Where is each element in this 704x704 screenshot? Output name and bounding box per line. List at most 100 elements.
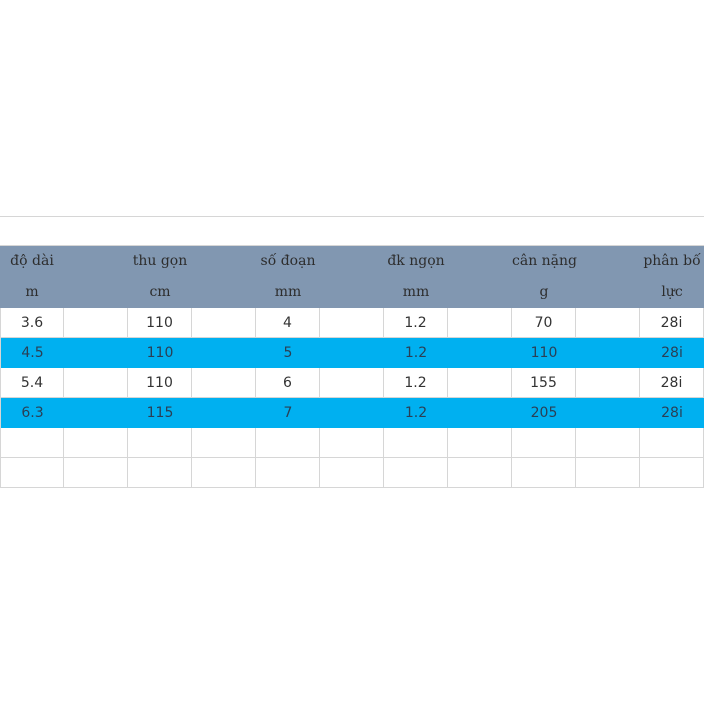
cell[interactable] xyxy=(192,277,256,308)
cell[interactable] xyxy=(576,368,640,398)
cell[interactable] xyxy=(448,368,512,398)
cell[interactable] xyxy=(192,308,256,338)
cell[interactable]: 155 xyxy=(512,368,576,398)
cell[interactable]: mm xyxy=(402,284,430,300)
cell[interactable] xyxy=(320,246,384,277)
cell[interactable]: đk ngọn xyxy=(387,253,445,269)
cell[interactable]: 4 xyxy=(256,308,320,338)
cell[interactable] xyxy=(640,428,704,458)
cell[interactable]: 70 xyxy=(512,308,576,338)
cell[interactable]: 115 xyxy=(146,405,174,421)
cell[interactable]: 4.5 xyxy=(0,338,64,368)
cell[interactable] xyxy=(192,458,256,488)
cell[interactable]: 5 xyxy=(283,345,293,361)
cell[interactable]: 28i xyxy=(640,308,704,338)
cell[interactable] xyxy=(640,216,704,246)
cell[interactable]: g xyxy=(539,284,549,300)
cell[interactable] xyxy=(320,368,384,398)
cell[interactable] xyxy=(576,398,640,428)
cell[interactable] xyxy=(448,216,512,246)
cell[interactable] xyxy=(320,277,384,308)
cell[interactable] xyxy=(0,458,64,488)
cell[interactable]: 1.2 xyxy=(384,308,448,338)
cell[interactable]: 1.2 xyxy=(404,405,428,421)
cell[interactable] xyxy=(384,458,448,488)
spreadsheet-table: độ dài thu gọn số đoạn đk ngọn cân nặng phân … xyxy=(0,216,704,488)
cell[interactable]: cân nặng xyxy=(512,253,577,269)
cell[interactable] xyxy=(320,216,384,246)
cell[interactable] xyxy=(192,428,256,458)
cell[interactable] xyxy=(448,338,512,368)
cell[interactable] xyxy=(384,428,448,458)
cell[interactable]: m xyxy=(25,284,39,300)
cell[interactable] xyxy=(320,338,384,368)
cell[interactable] xyxy=(192,398,256,428)
cell[interactable]: 6 xyxy=(256,368,320,398)
cell[interactable] xyxy=(64,216,128,246)
cell[interactable]: 7 xyxy=(283,405,293,421)
cell[interactable] xyxy=(192,368,256,398)
cell[interactable] xyxy=(576,458,640,488)
cell[interactable] xyxy=(320,308,384,338)
cell[interactable] xyxy=(64,398,128,428)
cell[interactable] xyxy=(256,428,320,458)
cell[interactable] xyxy=(576,216,640,246)
cell[interactable]: 1.2 xyxy=(384,368,448,398)
cell[interactable] xyxy=(128,216,192,246)
cell[interactable] xyxy=(448,308,512,338)
cell[interactable] xyxy=(64,246,128,277)
cell[interactable] xyxy=(448,398,512,428)
cell[interactable] xyxy=(64,308,128,338)
cell[interactable] xyxy=(576,246,640,277)
cell[interactable] xyxy=(128,458,192,488)
cell[interactable] xyxy=(256,216,320,246)
cell[interactable]: mm xyxy=(274,284,302,300)
cell[interactable] xyxy=(512,458,576,488)
cell[interactable]: cm xyxy=(149,284,171,300)
cell[interactable] xyxy=(576,338,640,368)
cell[interactable] xyxy=(320,428,384,458)
cell[interactable] xyxy=(512,216,576,246)
cell[interactable]: 110 xyxy=(128,308,192,338)
cell[interactable] xyxy=(192,216,256,246)
cell[interactable]: 28i xyxy=(640,368,704,398)
cell[interactable] xyxy=(576,308,640,338)
cell[interactable] xyxy=(64,338,128,368)
cell[interactable] xyxy=(448,246,512,277)
cell[interactable] xyxy=(448,428,512,458)
cell[interactable] xyxy=(256,458,320,488)
cell[interactable] xyxy=(0,428,64,458)
cell[interactable] xyxy=(448,458,512,488)
cell[interactable] xyxy=(448,277,512,308)
cell[interactable] xyxy=(128,428,192,458)
cell[interactable]: 110 xyxy=(146,345,174,361)
cell[interactable]: 28i xyxy=(661,345,683,361)
cell[interactable]: 110 xyxy=(530,345,558,361)
cell[interactable]: thu gọn xyxy=(132,253,188,269)
cell[interactable]: 1.2 xyxy=(404,345,428,361)
cell[interactable] xyxy=(64,428,128,458)
cell[interactable]: phân bố xyxy=(643,253,701,269)
cell[interactable] xyxy=(576,277,640,308)
cell[interactable] xyxy=(320,458,384,488)
cell[interactable] xyxy=(64,458,128,488)
cell[interactable] xyxy=(384,216,448,246)
cell[interactable]: 28i xyxy=(661,405,683,421)
cell[interactable] xyxy=(192,246,256,277)
cell[interactable]: 3.6 xyxy=(0,308,64,338)
cell[interactable]: 6.3 xyxy=(0,398,64,428)
cell[interactable] xyxy=(64,277,128,308)
cell[interactable] xyxy=(0,216,64,246)
cell[interactable]: 205 xyxy=(530,405,558,421)
cell[interactable]: số đoạn xyxy=(260,253,316,269)
cell[interactable] xyxy=(576,428,640,458)
cell[interactable] xyxy=(512,428,576,458)
cell[interactable] xyxy=(192,338,256,368)
cell[interactable] xyxy=(320,398,384,428)
cell[interactable] xyxy=(64,368,128,398)
cell[interactable]: 110 xyxy=(128,368,192,398)
cell[interactable]: độ dài xyxy=(10,253,54,269)
cell[interactable]: 5.4 xyxy=(0,368,64,398)
cell[interactable] xyxy=(640,458,704,488)
cell[interactable]: lực xyxy=(661,284,683,300)
